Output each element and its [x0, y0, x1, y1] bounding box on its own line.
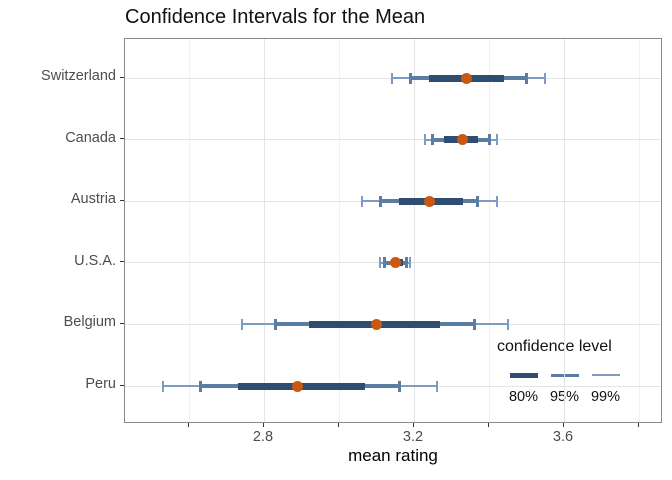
legend-label-95: 95%	[549, 389, 580, 405]
ci-95-cap	[397, 380, 401, 392]
ci-99-cap	[409, 257, 412, 269]
y-axis-tick	[120, 261, 124, 263]
x-axis-title: mean rating	[348, 446, 438, 465]
mean-point	[457, 134, 469, 146]
legend-key-80	[503, 370, 544, 380]
ci-95-cap	[198, 380, 202, 392]
ci-99-cap	[495, 195, 498, 207]
ci-99-cap	[161, 380, 164, 392]
legend: confidence level 80% 95% 99%	[497, 338, 657, 405]
ci-95-cap	[405, 257, 408, 269]
x-axis-tick	[187, 423, 189, 427]
ci-99-cap	[390, 72, 393, 84]
ci-95-cap	[431, 134, 435, 146]
y-axis-tick	[120, 76, 124, 78]
gridline-vertical-minor	[338, 39, 340, 422]
legend-label-99: 99%	[590, 389, 621, 405]
gridline-vertical-major	[413, 39, 415, 422]
y-axis-label: Switzerland	[41, 68, 116, 84]
gridline-vertical-major	[563, 39, 565, 422]
mean-point	[389, 257, 401, 269]
x-axis-tick	[337, 423, 339, 427]
legend-labels: 80% 95% 99%	[503, 389, 657, 405]
ci-99-cap	[435, 380, 438, 392]
x-axis-tick	[562, 423, 564, 427]
x-axis-tick-label: 3.6	[552, 429, 574, 445]
x-axis-tick	[262, 423, 264, 427]
y-axis-tick	[120, 199, 124, 201]
ci-95-swatch-icon	[550, 373, 579, 377]
gridline-horizontal-major	[125, 139, 661, 141]
ci-95-cap	[382, 257, 386, 269]
gridline-vertical-major	[263, 39, 265, 422]
gridline-vertical-minor	[488, 39, 490, 422]
y-axis-label: Canada	[65, 129, 116, 146]
mean-point	[371, 318, 382, 330]
ci-95-cap	[472, 318, 476, 330]
ci-99-swatch-icon	[591, 374, 620, 376]
chart-title: Confidence Intervals for the Mean	[125, 6, 426, 28]
x-axis-tick	[412, 423, 414, 427]
ci-99-cap	[360, 195, 363, 207]
y-axis-tick	[120, 322, 124, 324]
ci-95-cap	[476, 195, 480, 207]
mean-point	[292, 380, 304, 392]
legend-title: confidence level	[497, 338, 612, 355]
ci-99-cap	[240, 318, 243, 330]
ci-95-cap	[408, 72, 412, 84]
mean-point	[461, 72, 472, 84]
legend-key-99	[585, 370, 626, 380]
plot-panel: confidence level 80% 95% 99%	[124, 38, 662, 423]
ci-80-swatch-icon	[509, 372, 538, 378]
x-axis-tick-label: 3.2	[402, 429, 424, 445]
y-axis-label: Austria	[70, 191, 116, 208]
legend-keys	[503, 370, 657, 380]
mean-point	[423, 195, 435, 207]
ci-95-cap	[378, 195, 382, 207]
ci-99-cap	[506, 318, 509, 330]
ci-99-cap	[544, 72, 547, 84]
ci-95-cap	[487, 134, 491, 146]
gridline-vertical-minor	[188, 39, 190, 422]
x-axis-tick-label: 2.8	[252, 429, 274, 445]
x-axis-tick	[487, 423, 489, 427]
ci-95-cap	[273, 318, 277, 330]
legend-label-80: 80%	[508, 389, 539, 405]
y-axis-label: U.S.A.	[74, 252, 116, 269]
ci-99-cap	[379, 257, 382, 269]
y-axis-tick	[120, 138, 124, 140]
ci-99-cap	[424, 134, 427, 146]
gridline-vertical-minor	[638, 39, 640, 422]
ci-95-cap	[525, 72, 528, 84]
y-axis-label: Belgium	[63, 314, 116, 331]
ci-99-cap	[495, 134, 498, 146]
y-axis-label: Peru	[85, 376, 116, 392]
x-axis-tick	[637, 423, 639, 427]
y-axis-tick	[120, 384, 124, 386]
legend-key-95	[544, 370, 585, 380]
